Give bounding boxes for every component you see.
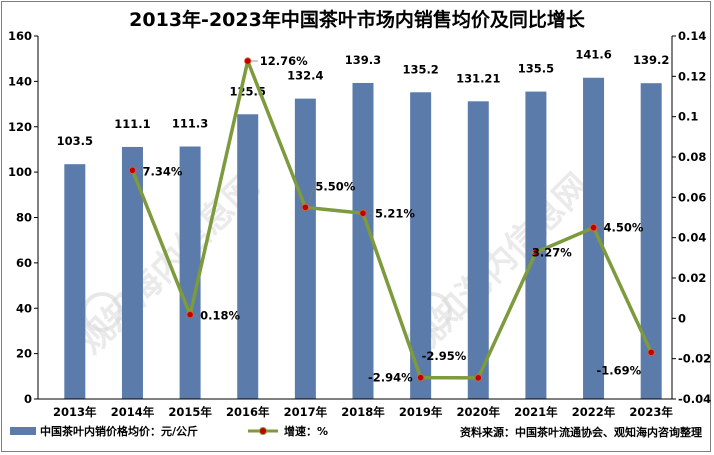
legend-line-label: 增速：% <box>284 424 328 438</box>
x-tick-label: 2019年 <box>399 405 443 419</box>
x-axis: 2013年 2014年 2015年 2016年 2017年 2018年 2019年 2020年… <box>38 398 673 419</box>
growth-point <box>128 166 137 174</box>
bar <box>583 77 605 400</box>
growth-value-label: -2.95% <box>422 349 467 363</box>
bar-series <box>64 77 662 400</box>
bar-value-label: 132.4 <box>287 69 323 83</box>
bar <box>237 114 259 399</box>
bar-value-label: 111.1 <box>114 117 150 131</box>
right-tick-label: 0.02 <box>678 271 706 285</box>
x-tick-label: 2017年 <box>284 405 328 419</box>
bar <box>640 83 662 399</box>
right-tick-label: -0.04 <box>678 392 711 406</box>
left-tick-label: 120 <box>8 120 32 134</box>
growth-value-label: 4.50% <box>604 221 644 235</box>
growth-point <box>301 203 309 212</box>
growth-point <box>186 311 194 319</box>
bar-value-label: 131.21 <box>456 71 500 85</box>
x-tick-label: 2013年 <box>53 405 97 419</box>
line-labels: 7.34% 0.18% 12.76% 5.50% 5.21% -2.94% -2.95% 3.… <box>135 54 644 385</box>
left-tick-label: 80 <box>16 211 32 225</box>
x-tick-label: 2016年 <box>226 405 270 419</box>
growth-value-label: 12.76% <box>260 54 308 68</box>
x-tick-label: 2022年 <box>572 405 616 419</box>
legend-bar-label: 中国茶叶内销价格均价：元/公斤 <box>40 424 198 438</box>
leader-line <box>307 186 314 208</box>
bar <box>410 92 432 399</box>
x-tick-label: 2018年 <box>341 405 385 419</box>
bar <box>179 146 201 399</box>
bar-value-label: 103.5 <box>57 134 93 148</box>
bar <box>352 82 374 399</box>
right-tick-label: -0.02 <box>678 352 711 366</box>
bar-value-label: 139.2 <box>633 53 669 67</box>
bar <box>294 98 316 400</box>
left-tick-label: 160 <box>8 29 32 43</box>
growth-value-label: 5.50% <box>315 179 355 193</box>
leader-line <box>193 314 199 317</box>
left-tick-label: 40 <box>16 301 32 315</box>
growth-value-label: 7.34% <box>142 164 182 178</box>
x-tick-label: 2020年 <box>457 405 501 419</box>
leader-line <box>135 169 141 172</box>
growth-point <box>417 374 425 382</box>
bar-value-label: 111.3 <box>172 116 208 130</box>
legend: 中国茶叶内销价格均价：元/公斤 增速：% <box>10 424 328 438</box>
source-note: 资料来源：中国茶叶流通协会、观知海内咨询整理 <box>460 425 702 439</box>
growth-point <box>474 374 482 382</box>
chart-title: 2013年-2023年中国茶叶市场内销售均价及同比增长 <box>129 8 586 31</box>
right-tick-label: 0.1 <box>678 110 698 124</box>
left-tick-label: 20 <box>16 347 32 361</box>
growth-point <box>589 223 598 232</box>
right-tick-label: 0 <box>678 311 686 325</box>
legend-line-marker <box>259 427 267 435</box>
growth-point <box>647 348 655 357</box>
growth-value-label: -2.94% <box>368 371 413 385</box>
x-tick-label: 2015年 <box>168 405 212 419</box>
x-tick-label: 2014年 <box>111 405 155 419</box>
left-tick-label: 0 <box>24 392 32 406</box>
right-tick-label: 0.08 <box>678 150 706 164</box>
bar-value-label: 139.3 <box>345 53 381 67</box>
bar-value-label: 135.2 <box>402 62 438 76</box>
watermarks: 观知海内信息网 观知海内信息网 <box>71 166 598 363</box>
bar <box>64 164 86 399</box>
left-tick-label: 140 <box>8 74 32 88</box>
right-axis: -0.04 -0.02 0 0.02 0.04 0.06 0.08 0.1 0.12 0.14 <box>671 29 711 406</box>
x-tick-label: 2023年 <box>629 405 673 419</box>
growth-point <box>359 209 367 217</box>
growth-line <box>130 59 653 380</box>
growth-value-label: -1.69% <box>597 363 642 377</box>
bar <box>121 146 143 399</box>
bar-value-label: 141.6 <box>575 48 611 62</box>
right-tick-label: 0.12 <box>678 69 706 83</box>
left-tick-label: 100 <box>8 165 32 179</box>
x-tick-label: 2021年 <box>514 405 558 419</box>
legend-bar-swatch <box>10 427 36 435</box>
growth-point <box>244 57 252 65</box>
left-axis: 0 20 40 60 80 100 120 140 160 <box>8 29 39 406</box>
bar <box>525 91 547 399</box>
growth-value-label: 0.18% <box>200 309 240 323</box>
line-series <box>128 57 655 382</box>
growth-value-label: 5.21% <box>375 206 415 220</box>
left-tick-label: 60 <box>16 256 32 270</box>
right-tick-label: 0.06 <box>678 190 706 204</box>
growth-value-label: 3.27% <box>532 245 572 259</box>
right-tick-label: 0.14 <box>678 29 706 43</box>
bar <box>467 101 489 399</box>
bar-value-label: 135.5 <box>518 62 554 76</box>
right-tick-label: 0.04 <box>678 231 706 245</box>
